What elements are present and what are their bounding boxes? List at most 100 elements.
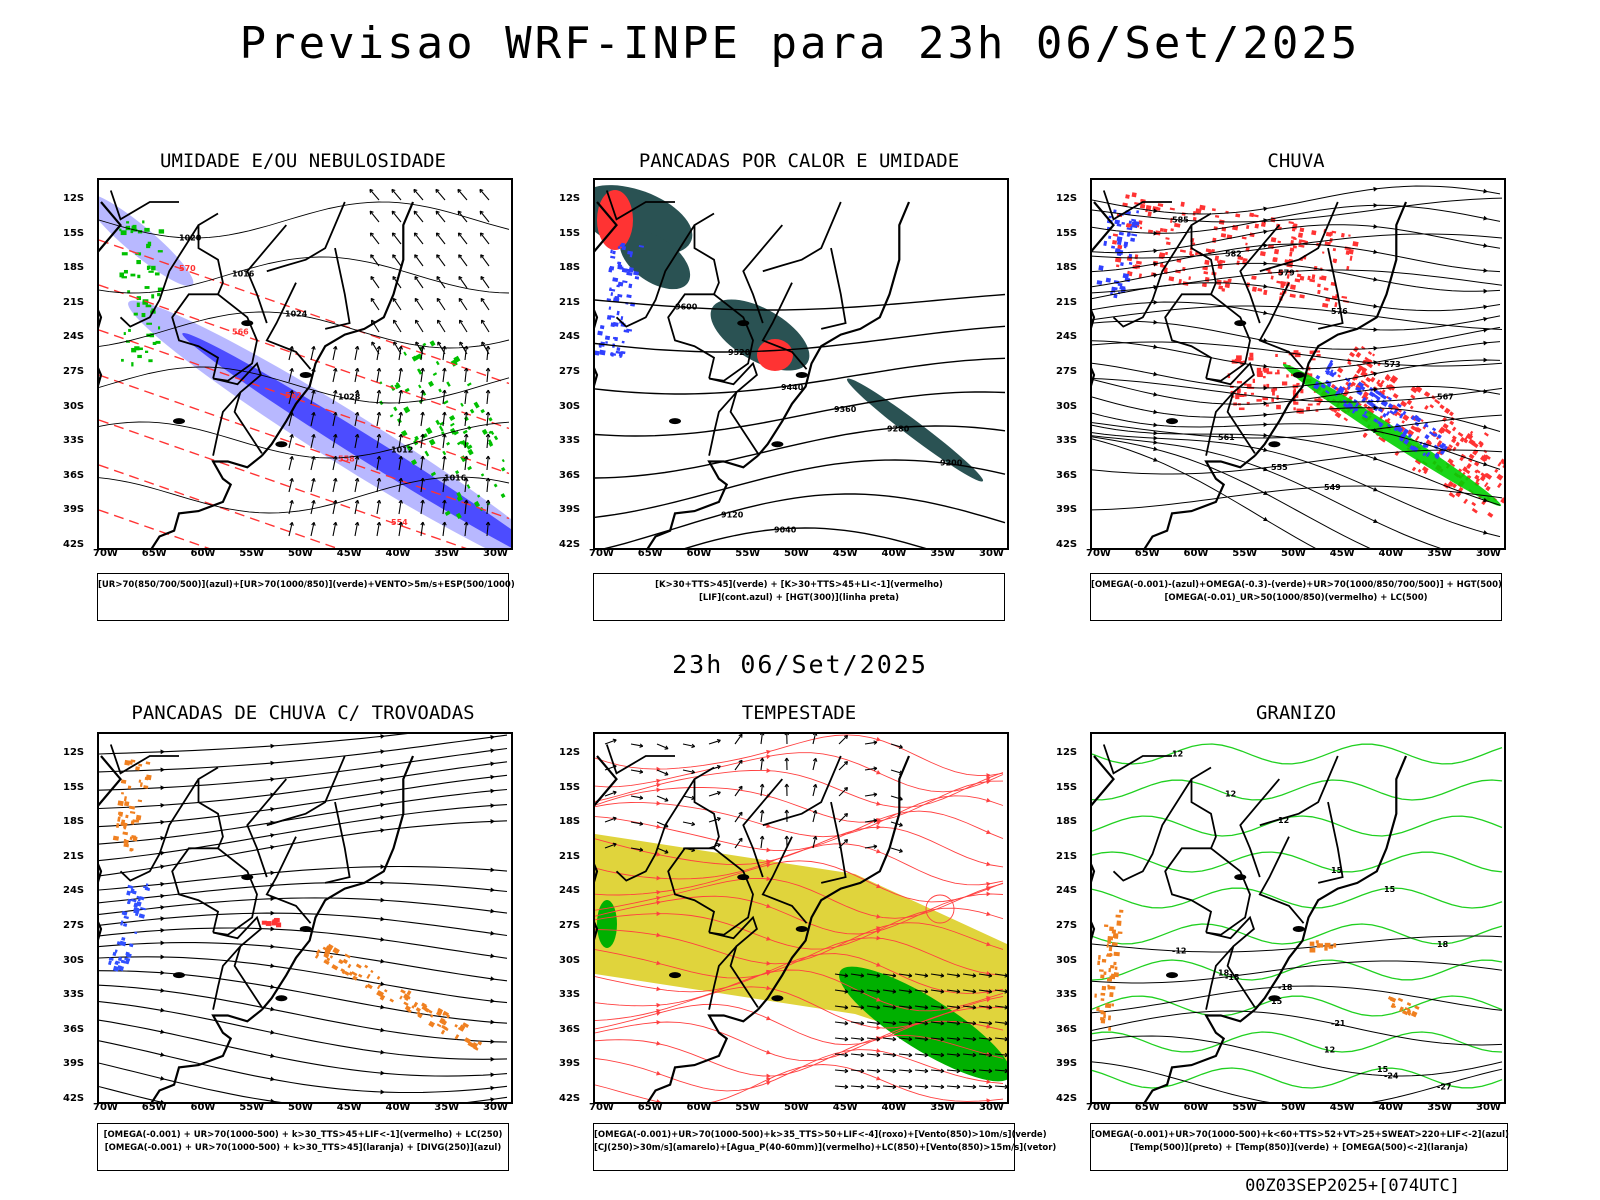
wind-vectors: [288, 345, 491, 537]
field-cell: [1417, 468, 1422, 473]
field-cell: [432, 372, 438, 377]
field-cell: [1281, 381, 1288, 386]
lat-tick-label: 36S: [1056, 1023, 1078, 1035]
wind-arrow: [459, 341, 468, 355]
field-cell: [1323, 287, 1329, 291]
arrow-head: [435, 232, 440, 237]
arrow-head: [812, 783, 818, 788]
streamline-arrow: [656, 1002, 661, 1008]
field-cell: [136, 259, 141, 265]
streamline-arrow: [490, 1072, 495, 1078]
field-cell: [261, 920, 267, 925]
streamline-arrow: [876, 736, 881, 742]
streamline-arrow: [270, 1006, 275, 1012]
lake: [795, 372, 808, 378]
wind-arrow: [914, 1085, 929, 1088]
field-cell: [158, 229, 165, 234]
contour-line: [1092, 197, 1503, 223]
wind-arrow: [486, 500, 489, 515]
wind-arrow: [834, 1021, 848, 1025]
arrow-head: [392, 297, 397, 302]
field-cell: [1394, 424, 1401, 431]
wind-arrow: [656, 821, 669, 828]
field-cell: [1316, 943, 1320, 948]
streamline-arrow: [1373, 203, 1378, 208]
field-cell: [1389, 410, 1396, 415]
lat-tick-label: 30S: [63, 400, 85, 412]
arrow-head: [924, 1068, 929, 1074]
wind-arrow: [834, 1053, 848, 1056]
arrow-head: [442, 345, 447, 350]
streamline: [595, 843, 1004, 886]
streamline-arrow: [270, 1076, 275, 1082]
arrow-head: [442, 367, 447, 372]
lat-tick-label: 12S: [559, 747, 581, 758]
field-cell: [1292, 223, 1298, 227]
field-cell: [1451, 437, 1457, 444]
field-cell: [142, 299, 149, 302]
contour-line: [1092, 378, 1503, 403]
streamline: [1092, 301, 1501, 331]
field-cell: [131, 362, 134, 367]
wind-arrow: [850, 989, 864, 993]
streamline: [99, 865, 508, 891]
field-cell: [1433, 433, 1438, 438]
field-cell: [421, 433, 428, 439]
arrow-head: [860, 1052, 865, 1058]
streamline-arrow: [270, 896, 275, 902]
streamline: [595, 953, 1004, 994]
streamline-arrow: [490, 976, 495, 982]
border-line: [1259, 201, 1339, 273]
strong-wind-850: [839, 966, 1007, 1082]
arrow-head: [485, 367, 491, 372]
streamline-arrow: [160, 905, 165, 910]
wind-arrow: [914, 1053, 928, 1056]
wind-arrow: [354, 456, 359, 471]
field-cell: [131, 347, 137, 353]
contour-label: 15: [1331, 866, 1343, 875]
field-cell: [1203, 271, 1209, 275]
lat-tick-label: 36S: [559, 469, 581, 481]
streamlines: [595, 734, 1004, 1102]
field-cell: [126, 901, 130, 905]
arrow-head: [333, 521, 338, 526]
field-cell: [1250, 392, 1255, 395]
arrow-head: [398, 477, 404, 482]
lat-tick-label: 18S: [1056, 262, 1078, 274]
field-cell: [315, 949, 321, 955]
field-cell: [1132, 220, 1140, 226]
field-cell: [488, 430, 493, 435]
contour-line: [595, 325, 1006, 353]
field-cell: [1114, 219, 1121, 225]
lat-tick-label: 15S: [63, 227, 85, 239]
field-cell: [1500, 458, 1504, 465]
field-cell: [148, 270, 154, 273]
arrow-head: [860, 1005, 865, 1010]
wind-arrow: [437, 341, 446, 355]
field-cell: [1130, 226, 1133, 229]
arrow-head: [812, 835, 818, 840]
streamline-arrow: [160, 1099, 164, 1102]
lon-tick-label: 40W: [881, 548, 907, 559]
wind-arrow: [708, 739, 721, 745]
field-cell: [404, 387, 410, 393]
wind-arrow: [708, 791, 721, 797]
streamline-arrow: [490, 788, 495, 794]
streamline-arrow: [1483, 304, 1488, 310]
border-line: [109, 744, 179, 775]
lat-tick-label: 15S: [1056, 227, 1078, 239]
field-cell: [1447, 458, 1454, 465]
field-cell: [1401, 420, 1405, 424]
field-cell: [141, 312, 146, 318]
arrow-head: [398, 367, 404, 372]
wind-arrow: [442, 522, 446, 537]
legend-box: [K>30+TTS>45](verde) + [K>30+TTS>45+LI<-…: [593, 573, 1005, 621]
field-cell: [1333, 371, 1337, 376]
field-cell: [271, 922, 277, 926]
lon-tick-label: 30W: [483, 548, 508, 559]
field-cell: [1330, 369, 1334, 373]
field-cell: [1236, 389, 1240, 394]
field-cell: [429, 340, 436, 347]
streamline-arrow: [1153, 230, 1158, 236]
wind-arrow: [486, 412, 489, 427]
